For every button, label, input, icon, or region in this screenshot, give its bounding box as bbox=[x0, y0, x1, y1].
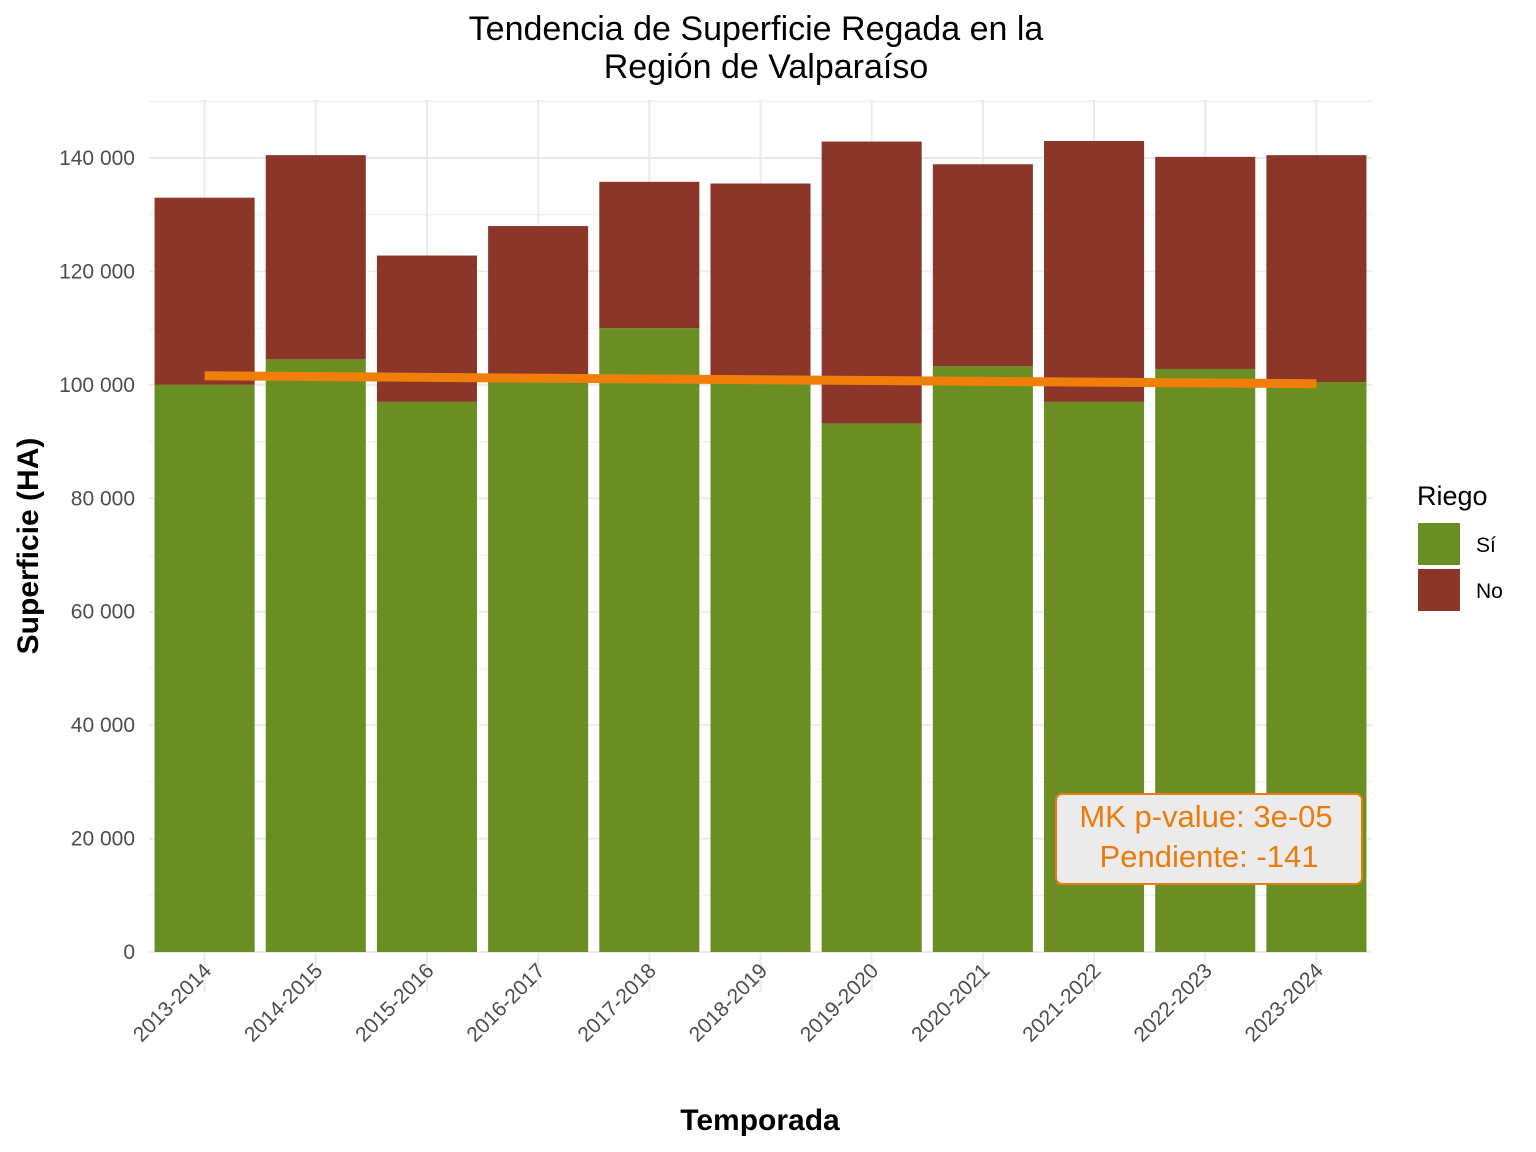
legend-title: Riego bbox=[1417, 481, 1488, 511]
x-tick-label: 2022-2023 bbox=[1129, 959, 1216, 1046]
y-tick-label: 40 000 bbox=[71, 714, 135, 737]
trend-line bbox=[204, 371, 1317, 389]
bar-no bbox=[1155, 156, 1256, 369]
x-axis-ticks: 2013-2014 2014-2015 2015-2016 2016-2017 2017… bbox=[129, 959, 1328, 1047]
bar-no bbox=[932, 164, 1033, 367]
bar-no bbox=[1044, 140, 1145, 402]
legend-label-no: No bbox=[1476, 580, 1503, 603]
x-tick-label: 2020-2021 bbox=[907, 959, 994, 1046]
annotation-box: MK p-value: 3e-05 Pendiente: -141 bbox=[1055, 793, 1363, 885]
bar-no bbox=[488, 226, 589, 380]
x-tick-label: 2015-2016 bbox=[351, 959, 438, 1046]
y-tick-label: 120 000 bbox=[59, 260, 135, 283]
bar-si bbox=[932, 366, 1033, 952]
x-tick-label: 2021-2022 bbox=[1018, 959, 1105, 1046]
chart-title-line2: Región de Valparaíso bbox=[604, 48, 928, 86]
bar-no bbox=[265, 155, 366, 360]
legend-swatch-si bbox=[1418, 523, 1460, 565]
x-tick-label: 2013-2014 bbox=[129, 959, 217, 1047]
y-tick-label: 100 000 bbox=[59, 374, 135, 397]
x-tick-label: 2018-2019 bbox=[685, 959, 772, 1046]
y-axis-title: Superficie (HA) bbox=[12, 438, 45, 655]
y-tick-label: 140 000 bbox=[59, 147, 135, 170]
x-tick-label: 2017-2018 bbox=[574, 959, 661, 1046]
bar-no bbox=[1266, 155, 1367, 383]
bar-no bbox=[710, 183, 811, 383]
y-tick-label: 80 000 bbox=[71, 487, 135, 510]
bar-si bbox=[154, 384, 255, 952]
x-tick-label: 2014-2015 bbox=[240, 959, 327, 1046]
annotation-background bbox=[1055, 793, 1363, 885]
bar-si bbox=[488, 379, 589, 953]
bar-si bbox=[710, 382, 811, 952]
bar-si bbox=[599, 328, 700, 953]
x-tick-label: 2016-2017 bbox=[462, 959, 549, 1046]
x-tick-label: 2019-2020 bbox=[796, 959, 883, 1046]
legend: Riego Sí No bbox=[1417, 481, 1503, 611]
y-axis-ticks: 0 20 000 40 000 60 000 80 000 100 000 120 000 1… bbox=[59, 147, 135, 964]
bar-si bbox=[265, 359, 366, 953]
chart-title: Tendencia de Superficie Regada en la bbox=[469, 10, 1044, 48]
annotation-pvalue: MK p-value: 3e-05 bbox=[1079, 799, 1332, 834]
bar-no bbox=[599, 181, 700, 329]
bar-si bbox=[376, 401, 477, 952]
x-axis-title: Temporada bbox=[680, 1104, 840, 1137]
legend-swatch-no bbox=[1418, 569, 1460, 611]
bar-no bbox=[154, 197, 255, 385]
y-tick-label: 20 000 bbox=[71, 828, 135, 851]
x-tick-label: 2023-2024 bbox=[1241, 959, 1329, 1047]
bars bbox=[154, 140, 1367, 953]
annotation-slope: Pendiente: -141 bbox=[1100, 839, 1319, 874]
legend-label-si: Sí bbox=[1476, 534, 1496, 557]
bar-si bbox=[821, 423, 922, 952]
y-tick-label: 60 000 bbox=[71, 601, 135, 624]
y-tick-label: 0 bbox=[123, 941, 135, 964]
